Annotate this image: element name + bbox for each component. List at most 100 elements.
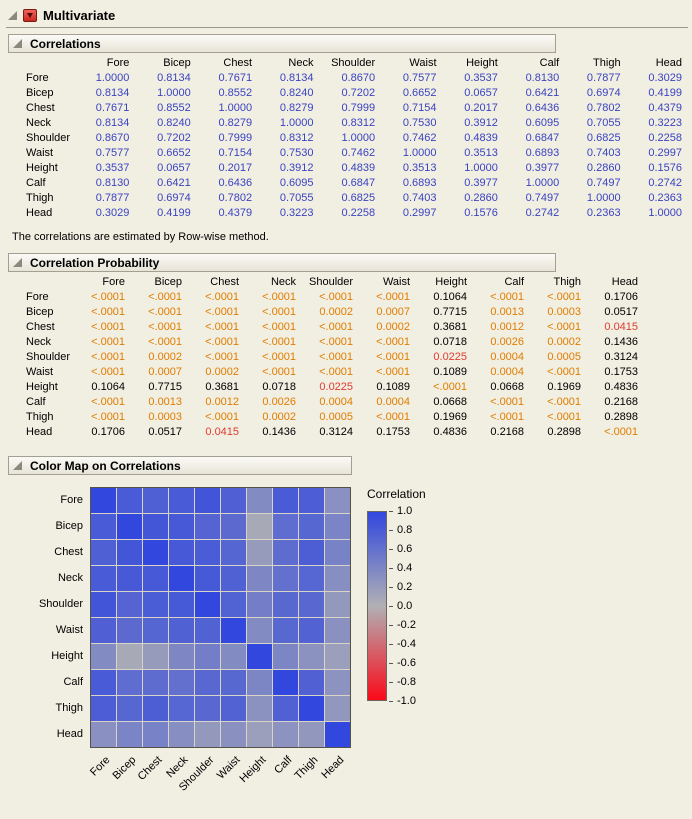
disclosure-triangle-icon[interactable] xyxy=(13,461,22,470)
correlation-cell: 0.8312 xyxy=(341,117,376,129)
probability-cell: <.0001 xyxy=(319,336,354,348)
column-header: Neck xyxy=(288,57,314,69)
correlation-cell: 0.7055 xyxy=(279,192,314,204)
heatmap-row-label: Neck xyxy=(57,572,83,584)
table-row: Shoulder <.0001 0.0002 <.0001 <.0001 <.0001 <.… xyxy=(8,350,644,365)
probability-cell: 0.0002 xyxy=(376,321,411,333)
probability-cell: <.0001 xyxy=(604,426,639,438)
correlation-cell: 0.2997 xyxy=(648,147,682,159)
probability-cell: 0.0026 xyxy=(262,396,297,408)
probability-cell: <.0001 xyxy=(148,336,183,348)
heatmap-cell xyxy=(143,696,168,721)
report-title: Multivariate xyxy=(43,8,116,23)
probability-cell: 0.0002 xyxy=(148,351,183,363)
red-triangle-menu-button[interactable] xyxy=(23,9,37,22)
probability-cell: 0.4836 xyxy=(433,426,468,438)
heatmap-cell xyxy=(169,514,194,539)
heatmap-cell xyxy=(325,592,350,617)
column-header: Height xyxy=(435,276,468,288)
heatmap-cell xyxy=(273,644,298,669)
heatmap-cell xyxy=(117,592,142,617)
probability-cell: 0.1064 xyxy=(433,291,468,303)
probability-cell: 0.0026 xyxy=(490,336,525,348)
probability-cell: 0.1089 xyxy=(433,366,468,378)
probability-cell: 0.1969 xyxy=(547,381,582,393)
legend-title: Correlation xyxy=(367,487,426,501)
table-row: Calf <.0001 0.0013 0.0012 0.0026 0.0004 0.0004… xyxy=(8,395,644,410)
probability-cell: <.0001 xyxy=(376,366,411,378)
correlation-cell: 0.6825 xyxy=(586,132,621,144)
color-map-section-header[interactable]: Color Map on Correlations xyxy=(8,456,352,475)
correlation-cell: 0.8312 xyxy=(279,132,314,144)
heatmap-cell xyxy=(169,566,194,591)
probability-cell: <.0001 xyxy=(547,321,582,333)
probability-cell: 0.0002 xyxy=(547,336,582,348)
correlation-cell: 0.6652 xyxy=(157,147,191,159)
column-header: Shoulder xyxy=(331,57,376,69)
table-row: Head 0.3029 0.4199 0.4379 0.3223 0.2258 0.2997… xyxy=(8,206,688,221)
row-header: Height xyxy=(26,162,58,174)
probability-cell: 0.0002 xyxy=(262,411,297,423)
heatmap-cell xyxy=(221,618,246,643)
correlation-probability-section: Correlation Probability Fore Bicep Chest Ne… xyxy=(6,253,688,440)
correlation-cell: 0.6847 xyxy=(341,177,376,189)
correlation-cell: 0.7802 xyxy=(218,192,253,204)
probability-cell: 0.1089 xyxy=(376,381,411,393)
heatmap-cell xyxy=(117,566,142,591)
correlation-cell: 0.7055 xyxy=(586,117,621,129)
probability-cell: <.0001 xyxy=(547,291,582,303)
heatmap-cell xyxy=(195,670,220,695)
probability-cell: <.0001 xyxy=(262,321,297,333)
column-header: Waist xyxy=(409,57,437,69)
corner-cell xyxy=(8,275,74,290)
heatmap-cell xyxy=(247,488,272,513)
correlation-cell: 0.6825 xyxy=(341,192,376,204)
probability-section-header[interactable]: Correlation Probability xyxy=(8,253,556,272)
probability-cell: 0.0013 xyxy=(490,306,525,318)
heatmap-cell xyxy=(247,670,272,695)
correlation-cell: 0.8130 xyxy=(95,177,130,189)
legend-tick-mark xyxy=(389,511,393,512)
probability-cell: <.0001 xyxy=(547,411,582,423)
correlation-cell: 0.8552 xyxy=(157,102,191,114)
probability-cell: <.0001 xyxy=(490,396,525,408)
probability-cell: 0.0005 xyxy=(547,351,582,363)
probability-cell: <.0001 xyxy=(91,291,126,303)
correlation-cell: 0.6893 xyxy=(525,147,560,159)
heatmap-row-label: Head xyxy=(56,728,83,740)
probability-cell: 0.0007 xyxy=(148,366,183,378)
column-header: Chest xyxy=(210,276,240,288)
heatmap-cell xyxy=(117,696,142,721)
probability-cell: 0.1753 xyxy=(604,366,639,378)
probability-cell: 0.1969 xyxy=(433,411,468,423)
disclosure-triangle-icon[interactable] xyxy=(8,11,17,20)
disclosure-triangle-icon[interactable] xyxy=(13,39,22,48)
correlations-section-header[interactable]: Correlations xyxy=(8,34,556,53)
heatmap-row-label: Height xyxy=(51,650,83,662)
legend-tick-mark xyxy=(389,606,393,607)
disclosure-triangle-icon[interactable] xyxy=(13,258,22,267)
column-header: Thigh xyxy=(553,276,582,288)
heatmap-cell xyxy=(143,618,168,643)
correlation-cell: 0.0657 xyxy=(464,87,498,99)
correlation-cell: 0.4379 xyxy=(218,207,253,219)
heatmap-cell xyxy=(247,566,272,591)
table-row: Chest 0.7671 0.8552 1.0000 0.8279 0.7999 0.715… xyxy=(8,101,688,116)
correlation-cell: 0.3912 xyxy=(279,162,314,174)
row-header: Chest xyxy=(26,321,55,333)
heatmap-cell xyxy=(195,618,220,643)
correlation-cell: 1.0000 xyxy=(525,177,560,189)
row-header: Height xyxy=(26,381,58,393)
correlation-cell: 0.8670 xyxy=(341,72,376,84)
probability-cell: <.0001 xyxy=(91,366,126,378)
correlation-cell: 0.7999 xyxy=(341,102,376,114)
correlation-cell: 0.7671 xyxy=(218,72,253,84)
probability-cell: <.0001 xyxy=(376,336,411,348)
heatmap-row-label: Calf xyxy=(63,676,83,688)
correlation-cell: 0.7154 xyxy=(218,147,253,159)
probability-cell: <.0001 xyxy=(490,411,525,423)
probability-cell: 0.7715 xyxy=(433,306,468,318)
correlation-cell: 0.3029 xyxy=(648,72,682,84)
heatmap-cell xyxy=(273,540,298,565)
probability-cell: 0.0007 xyxy=(376,306,411,318)
